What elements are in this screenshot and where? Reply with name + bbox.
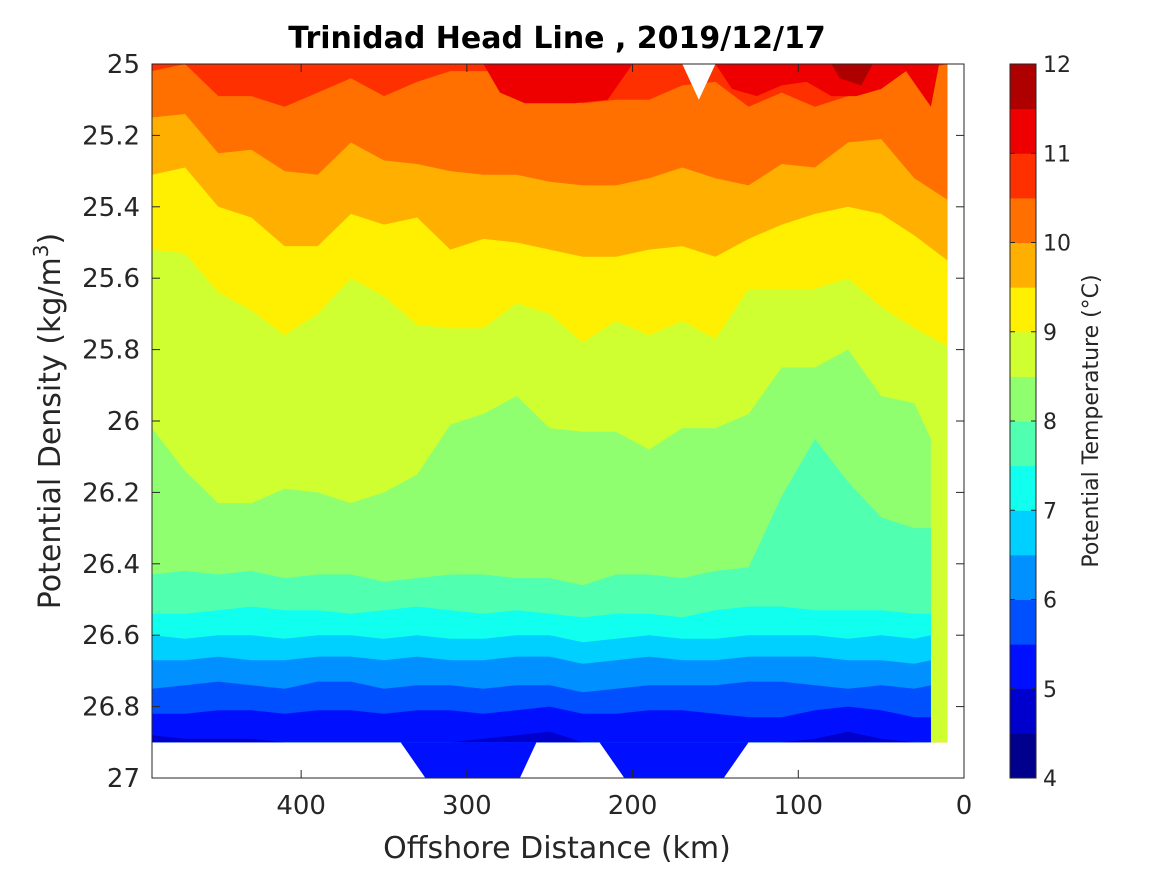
y-tick-label: 25.4 xyxy=(82,193,140,223)
colorbar-segment xyxy=(1010,242,1036,288)
x-tick-label: 0 xyxy=(956,791,973,821)
contour-band-5-5 xyxy=(152,706,931,743)
colorbar-tick-label: 9 xyxy=(1043,321,1057,346)
y-tick-label: 25.6 xyxy=(82,264,140,294)
warm-patch-1 xyxy=(715,64,940,107)
colorbar-segment xyxy=(1010,688,1036,734)
colorbar-tick-label: 6 xyxy=(1043,589,1057,614)
x-tick-label: 100 xyxy=(773,791,823,821)
colorbar-tick-label: 8 xyxy=(1043,410,1057,435)
colorbar-segment xyxy=(1010,287,1036,333)
contour-band-5 xyxy=(152,731,931,743)
y-axis-label-main: Potential Density (kg/m xyxy=(33,257,68,609)
colorbar-segment xyxy=(1010,644,1036,690)
axes: 400 300 200 100 0 25 25.2 25.4 25.6 25.8 26 26.2 26.… xyxy=(82,50,972,821)
y-tick-label: 25 xyxy=(107,50,140,80)
colorbar-segment xyxy=(1010,376,1036,422)
colorbar-segment xyxy=(1010,554,1036,601)
colorbar-segment xyxy=(1010,733,1036,779)
colorbar-segment xyxy=(1010,510,1036,556)
x-tick-label: 200 xyxy=(608,791,658,821)
y-tick-label: 26.2 xyxy=(82,478,140,508)
colorbar-tick-label: 12 xyxy=(1043,53,1071,78)
deep-patch-1 xyxy=(599,742,749,778)
y-tick-label: 26.4 xyxy=(82,550,140,580)
deep-patch-0 xyxy=(400,742,537,778)
y-axis-label-superscript: 3 xyxy=(29,244,53,257)
y-tick-label: 26.8 xyxy=(82,693,140,723)
no-data-notch xyxy=(682,64,716,100)
warm-patch-2 xyxy=(831,64,873,86)
colorbar-tick-label: 4 xyxy=(1043,767,1057,792)
plot-area xyxy=(152,64,948,778)
colorbar-segment xyxy=(1010,153,1036,199)
colorbar-segment xyxy=(1010,331,1036,377)
x-tick-label: 300 xyxy=(442,791,492,821)
contour-fill-group xyxy=(152,64,948,778)
x-tick-label: 400 xyxy=(276,791,326,821)
chart-title: Trinidad Head Line , 2019/12/17 xyxy=(288,21,825,56)
y-tick-label: 26.6 xyxy=(82,621,140,651)
y-axis-label-close: ) xyxy=(33,233,68,245)
y-tick-label: 26 xyxy=(107,407,140,437)
y-tick-label: 25.8 xyxy=(82,336,140,366)
y-tick-label: 27 xyxy=(107,764,140,794)
colorbar-segment xyxy=(1010,465,1036,511)
y-axis-label: Potential Density (kg/m3) xyxy=(29,233,68,609)
y-tick-label: 25.2 xyxy=(82,121,140,151)
colorbar-tick-label: 11 xyxy=(1043,142,1071,167)
colorbar-tick-label: 5 xyxy=(1043,678,1057,703)
colorbar-tick-label: 7 xyxy=(1043,499,1057,524)
colorbar-label: Potential Temperature (°C) xyxy=(1079,274,1104,567)
colorbar-segment xyxy=(1010,64,1036,110)
colorbar-segment xyxy=(1010,421,1036,467)
colorbar-segment xyxy=(1010,599,1036,645)
colorbar-segment xyxy=(1010,197,1036,244)
warm-patch-0 xyxy=(483,64,633,104)
colorbar-tick-label: 10 xyxy=(1043,232,1071,257)
x-axis-label: Offshore Distance (km) xyxy=(383,831,731,866)
colorbar: 4 5 6 7 8 9 10 11 12 xyxy=(1009,53,1071,792)
colorbar-segment xyxy=(1010,108,1036,154)
